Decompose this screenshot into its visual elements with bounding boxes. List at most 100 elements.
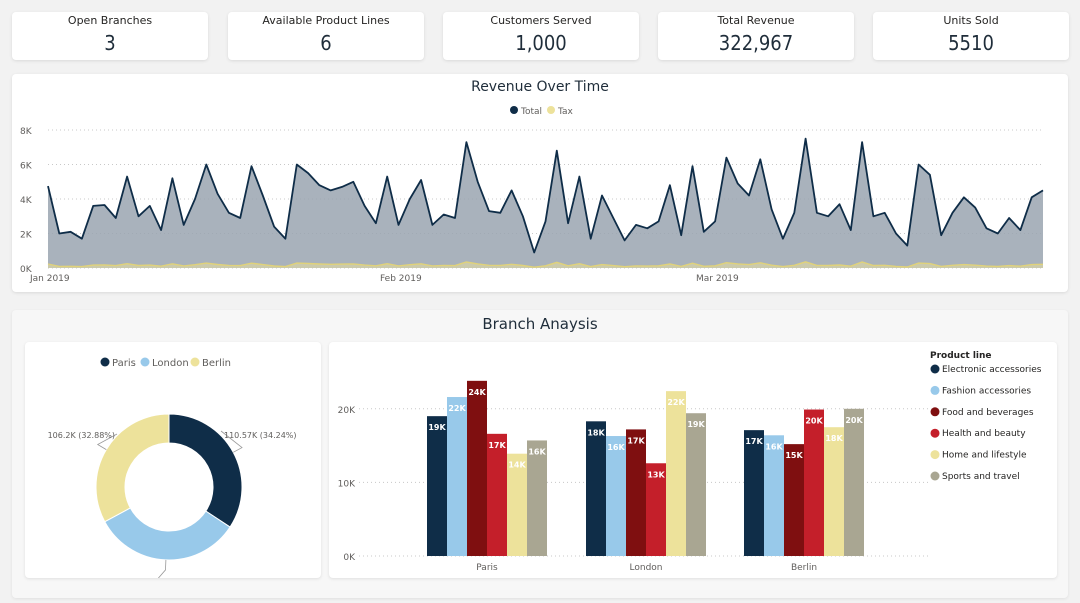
bar-data-label: 16K xyxy=(607,443,625,452)
bar-berlin-4 xyxy=(824,427,844,556)
legend-dot xyxy=(547,106,555,114)
bar-london-2 xyxy=(626,429,646,556)
legend-dot xyxy=(930,407,940,417)
kpi-value: 322,967 xyxy=(718,31,794,55)
legend-label: Electronic accessories xyxy=(942,365,1042,375)
legend-dot xyxy=(930,450,940,460)
revenue-y-tick-label: 6K xyxy=(20,162,33,172)
kpi-value: 1,000 xyxy=(515,31,567,55)
bar-data-label: 20K xyxy=(845,416,863,425)
legend-dot xyxy=(930,428,940,438)
revenue-over-time-card: Revenue Over Time Total Tax 0K 2K 4K 6K 8K Jan… xyxy=(12,74,1068,292)
kpi-card-total-revenue: Total Revenue 322,967 xyxy=(658,12,854,60)
branch-donut-chart[interactable]: Paris London Berlin 110.57K (34.24%) 106.2K … xyxy=(25,342,321,578)
bar-paris-2 xyxy=(467,380,487,556)
total-area xyxy=(48,138,1043,268)
revenue-y-tick-label: 0K xyxy=(20,265,33,275)
legend-label: Paris xyxy=(112,358,136,369)
bar-berlin-1 xyxy=(764,435,784,556)
product-line-bar-card: 0K 10K 20K 19K 22K 24K 17K 14K 16K Paris 18K 16K 17K… xyxy=(329,342,1057,578)
bar-data-label: 16K xyxy=(765,442,783,451)
legend-dot xyxy=(930,364,940,374)
bar-berlin-5 xyxy=(844,408,864,556)
bar-data-label: 20K xyxy=(805,417,823,426)
bar-paris-0 xyxy=(427,416,447,556)
kpi-card-open-branches: Open Branches 3 xyxy=(12,12,208,60)
bar-data-label: 16K xyxy=(528,447,546,456)
legend-dot xyxy=(140,357,150,367)
product-line-bar-chart[interactable]: 0K10K20K19K22K24K17K14K16KParis18K16K17K… xyxy=(329,342,1057,578)
total-series-line xyxy=(47,137,1044,254)
bar-berlin-3 xyxy=(804,409,824,556)
branch-analysis-title: Branch Anaysis xyxy=(482,315,598,333)
revenue-x-tick-label: Mar 2019 xyxy=(696,274,739,284)
revenue-axes: 0K 2K 4K 6K 8K Jan 2019 Feb 2019 Mar 2019 xyxy=(20,127,739,284)
bar-berlin-0 xyxy=(744,430,764,556)
legend-label: Health and beauty xyxy=(942,429,1026,439)
legend-dot xyxy=(930,385,940,395)
kpi-card-units-sold: Units Sold 5510 xyxy=(873,12,1069,60)
bar-paris-1 xyxy=(447,397,467,556)
bar-data-label: 24K xyxy=(468,388,486,397)
revenue-plot-area xyxy=(47,137,1044,268)
bar-x-tick-label: Paris xyxy=(476,563,498,573)
kpi-card-customers: Customers Served 1,000 xyxy=(443,12,639,60)
legend-label: Sports and travel xyxy=(942,472,1020,482)
legend-dot xyxy=(930,471,940,481)
donut-slice-berlin xyxy=(95,413,170,523)
bar-paris-3 xyxy=(487,433,507,556)
bar-london-4 xyxy=(666,391,686,556)
revenue-y-tick-label: 2K xyxy=(20,231,33,241)
kpi-label: Units Sold xyxy=(943,14,999,27)
branch-analysis-section: Branch Anaysis Paris London Berlin 110.57K … xyxy=(12,310,1068,598)
bar-data-label: 13K xyxy=(647,470,665,479)
bar-data-label: 14K xyxy=(508,461,526,470)
kpi-label: Available Product Lines xyxy=(262,14,390,27)
donut-leader-line xyxy=(220,430,243,453)
bar-paris-4 xyxy=(507,453,527,556)
bar-data-label: 17K xyxy=(745,437,763,446)
bar-data-label: 15K xyxy=(785,451,803,460)
kpi-value: 5510 xyxy=(948,31,994,55)
bar-data-label: 22K xyxy=(448,404,466,413)
legend-label: Tax xyxy=(557,107,574,117)
bar-london-5 xyxy=(686,413,706,556)
legend-dot xyxy=(510,106,518,114)
revenue-legend: Total Tax xyxy=(510,106,574,117)
donut-slice-paris xyxy=(168,413,243,528)
bar-london-1 xyxy=(606,436,626,556)
bar-y-tick-label: 10K xyxy=(338,479,356,489)
revenue-x-tick-label: Feb 2019 xyxy=(380,274,422,284)
revenue-area-chart[interactable]: Total Tax 0K 2K 4K 6K 8K Jan 2019 Feb 2019 Mar 2… xyxy=(12,74,1068,292)
legend-dot xyxy=(190,357,200,367)
bar-data-label: 19K xyxy=(428,423,446,432)
bar-data-label: 18K xyxy=(825,434,843,443)
bar-legend-title: Product line xyxy=(930,351,992,361)
kpi-value: 6 xyxy=(320,31,332,55)
legend-label: Fashion accessories xyxy=(942,386,1031,396)
kpi-card-product-lines: Available Product Lines 6 xyxy=(228,12,424,60)
legend-label: Home and lifestyle xyxy=(942,451,1027,461)
donut-data-label: 110.57K (34.24%) xyxy=(224,431,297,440)
donut-slice-london xyxy=(104,507,231,561)
legend-dot xyxy=(100,357,110,367)
bar-london-3 xyxy=(646,463,666,556)
bar-y-tick-label: 20K xyxy=(338,406,356,416)
bar-data-label: 18K xyxy=(587,428,605,437)
donut-data-label: 106.2K (32.88%) xyxy=(48,431,115,440)
legend-label: Berlin xyxy=(202,358,231,369)
bar-data-label: 19K xyxy=(687,420,705,429)
bar-data-label: 17K xyxy=(488,441,506,450)
donut-leader-line xyxy=(157,559,167,578)
legend-label: London xyxy=(152,358,189,369)
kpi-label: Open Branches xyxy=(67,14,153,27)
bar-x-tick-label: London xyxy=(630,563,663,573)
kpi-value: 3 xyxy=(104,31,116,55)
revenue-y-tick-label: 8K xyxy=(20,127,33,137)
bar-data-label: 22K xyxy=(667,398,685,407)
revenue-chart-title: Revenue Over Time xyxy=(471,79,609,95)
donut-leader-line xyxy=(96,433,118,450)
bar-data-label: 17K xyxy=(627,436,645,445)
kpi-label: Customers Served xyxy=(490,14,592,27)
legend-label: Food and beverages xyxy=(942,408,1034,418)
